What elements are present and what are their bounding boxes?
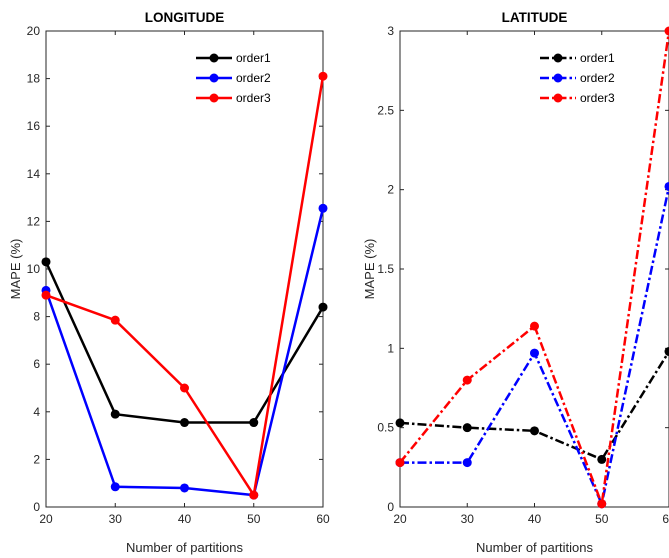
data-point — [395, 418, 405, 428]
data-point — [664, 26, 669, 36]
y-tick-label: 16 — [27, 119, 41, 133]
x-tick-label: 50 — [247, 512, 261, 526]
y-tick-label: 12 — [27, 214, 41, 228]
data-point — [530, 321, 539, 331]
data-point — [318, 302, 328, 312]
data-point — [462, 458, 472, 468]
x-tick-label: 20 — [393, 512, 407, 526]
y-tick-label: 2.5 — [377, 103, 394, 117]
y-tick-label: 20 — [27, 24, 41, 38]
x-axis-label: Number of partitions — [476, 540, 594, 555]
y-axis-label: MAPE (%) — [8, 239, 23, 300]
data-point — [664, 181, 669, 191]
data-point — [530, 426, 539, 436]
series-order3 — [41, 71, 328, 500]
y-tick-label: 18 — [27, 72, 41, 86]
data-point — [530, 348, 539, 358]
data-point — [249, 418, 259, 428]
legend-marker — [209, 73, 219, 83]
legend: order1 order2 order3 — [540, 51, 615, 105]
data-point — [41, 257, 51, 267]
y-tick-label: 0 — [33, 500, 40, 514]
y-tick-label: 6 — [33, 357, 40, 371]
y-tick-label: 10 — [27, 262, 41, 276]
data-point — [110, 482, 120, 492]
data-point — [597, 454, 607, 464]
plot-area — [399, 30, 669, 508]
series-order2 — [41, 203, 328, 500]
data-point — [664, 347, 669, 357]
data-point — [462, 423, 472, 433]
y-tick-label: 0.5 — [377, 421, 394, 435]
series-order3 — [395, 26, 669, 509]
y-tick-label: 0 — [387, 500, 394, 514]
legend-marker — [553, 73, 563, 83]
data-point — [597, 499, 607, 509]
legend: order1 order2 order3 — [196, 51, 271, 105]
data-point — [462, 375, 472, 385]
data-point — [180, 418, 189, 428]
legend-label: order3 — [580, 91, 615, 105]
chart-title: LATITUDE — [502, 10, 568, 25]
legend-label: order3 — [236, 91, 271, 105]
y-tick-label: 1.5 — [377, 262, 394, 276]
y-tick-label: 14 — [27, 167, 41, 181]
y-axis-label: MAPE (%) — [362, 239, 377, 300]
data-point — [110, 315, 120, 325]
x-tick-label: 40 — [528, 512, 542, 526]
legend-label: order2 — [236, 71, 271, 85]
data-point — [41, 290, 51, 300]
data-point — [318, 71, 328, 81]
legend-label: order2 — [580, 71, 615, 85]
y-tick-label: 8 — [33, 310, 40, 324]
legend-label: order1 — [580, 51, 615, 65]
x-axis-label: Number of partitions — [126, 540, 244, 555]
legend-marker — [209, 93, 219, 103]
longitude-chart: 0 2 4 6 8 10 12 14 16 18 20 20 30 40 50 60 LONGITUDE Numb… — [8, 10, 330, 555]
series-order1 — [41, 257, 328, 428]
x-tick-label: 30 — [461, 512, 475, 526]
data-point — [249, 490, 259, 500]
y-tick-label: 4 — [33, 405, 40, 419]
data-point — [395, 458, 405, 468]
y-tick-label: 2 — [33, 452, 40, 466]
legend-marker — [209, 53, 219, 63]
x-tick-label: 40 — [178, 512, 192, 526]
chart-title: LONGITUDE — [145, 10, 225, 25]
plot-area — [45, 30, 324, 508]
series-order1 — [395, 347, 669, 464]
x-tick-label: 60 — [662, 512, 669, 526]
y-tick-label: 3 — [387, 24, 394, 38]
legend-marker — [553, 93, 563, 103]
latitude-chart: 0 0.5 1 1.5 2 2.5 3 20 30 40 50 60 LATITUDE Number of… — [362, 10, 669, 555]
legend-marker — [553, 53, 563, 63]
y-tick-label: 2 — [387, 183, 394, 197]
x-tick-label: 50 — [595, 512, 609, 526]
y-tick-label: 1 — [387, 341, 394, 355]
x-tick-label: 30 — [109, 512, 123, 526]
x-tick-label: 60 — [316, 512, 330, 526]
data-point — [180, 483, 189, 493]
x-tick-label: 20 — [39, 512, 53, 526]
data-point — [180, 383, 189, 393]
data-point — [110, 409, 120, 419]
data-point — [318, 203, 328, 213]
legend-label: order1 — [236, 51, 271, 65]
